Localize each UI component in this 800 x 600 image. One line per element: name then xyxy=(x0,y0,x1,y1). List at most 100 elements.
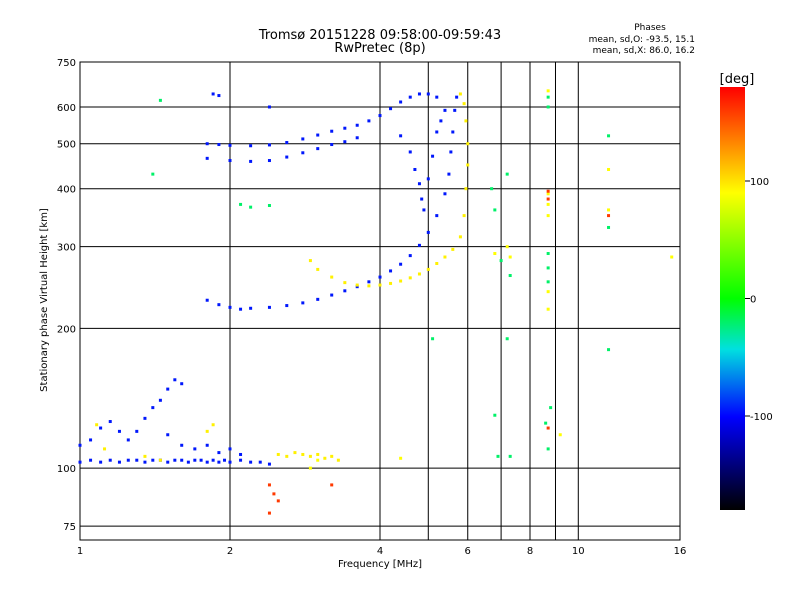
echo-point xyxy=(108,420,112,424)
echo-point xyxy=(417,243,421,247)
colorbar-tick-label: 100 xyxy=(750,177,769,188)
echo-point xyxy=(217,451,221,455)
echo-point xyxy=(435,95,439,99)
colorbar-tick-label: -100 xyxy=(750,412,773,423)
echo-point xyxy=(399,100,403,104)
echo-point xyxy=(546,202,550,206)
chart-title: Tromsø 20151228 09:58:00-09:59:43 xyxy=(258,28,501,43)
echo-point xyxy=(249,205,253,209)
echo-point xyxy=(443,108,447,112)
echo-point xyxy=(546,192,550,196)
echo-point xyxy=(166,387,170,391)
echo-point xyxy=(426,267,430,271)
phases-heading: Phases xyxy=(634,23,666,33)
echo-point xyxy=(420,197,424,201)
echo-point xyxy=(103,447,107,451)
echo-point xyxy=(330,454,334,458)
y-tick-label: 200 xyxy=(57,324,76,335)
echo-point xyxy=(323,456,327,460)
echo-point xyxy=(239,202,243,206)
chart-subtitle: RwPretec (8p) xyxy=(334,41,425,56)
echo-point xyxy=(399,134,403,138)
phase-stats-x: mean, sd,X: 86.0, 16.2 xyxy=(593,46,695,56)
echo-point xyxy=(205,460,209,464)
echo-points xyxy=(78,89,674,515)
echo-point xyxy=(343,140,347,144)
echo-point xyxy=(462,102,466,106)
echo-point xyxy=(308,454,312,458)
echo-point xyxy=(205,298,209,302)
echo-point xyxy=(158,458,162,462)
echo-point xyxy=(343,281,347,285)
echo-point xyxy=(330,129,334,133)
echo-point xyxy=(108,458,112,462)
echo-point xyxy=(217,460,221,464)
echo-point xyxy=(336,458,340,462)
echo-point xyxy=(316,147,320,151)
x-axis-ticks: 1 2 4 6 8 10 16 xyxy=(77,546,687,557)
grid-lines xyxy=(80,61,680,540)
echo-point xyxy=(426,230,430,234)
echo-point xyxy=(89,438,93,442)
y-tick-label: 750 xyxy=(57,58,76,69)
echo-point xyxy=(316,297,320,301)
echo-point xyxy=(464,119,468,123)
echo-point xyxy=(431,337,435,341)
echo-point xyxy=(546,197,550,201)
echo-point xyxy=(301,452,305,456)
echo-point xyxy=(389,281,393,285)
echo-point xyxy=(151,406,155,410)
echo-point xyxy=(447,172,451,176)
y-tick-label: 400 xyxy=(57,185,76,196)
echo-point xyxy=(228,460,232,464)
echo-point xyxy=(435,261,439,265)
echo-point xyxy=(180,382,184,386)
echo-point xyxy=(493,208,497,212)
echo-point xyxy=(443,192,447,196)
echo-point xyxy=(158,398,162,402)
echo-point xyxy=(166,433,170,437)
echo-point xyxy=(249,460,253,464)
echo-point xyxy=(466,142,470,146)
colorbar-tick-label: 0 xyxy=(750,295,756,306)
echo-point xyxy=(293,451,297,455)
echo-point xyxy=(449,150,453,154)
echo-point xyxy=(228,305,232,309)
echo-point xyxy=(117,429,121,433)
echo-point xyxy=(546,189,550,193)
echo-point xyxy=(180,443,184,447)
echo-point xyxy=(99,460,103,464)
y-tick-label: 500 xyxy=(57,140,76,151)
echo-point xyxy=(301,151,305,155)
x-tick-label: 4 xyxy=(377,546,383,557)
echo-point xyxy=(143,416,147,420)
echo-point xyxy=(355,283,359,287)
echo-point xyxy=(78,460,82,464)
echo-point xyxy=(330,293,334,297)
echo-point xyxy=(493,252,497,256)
echo-point xyxy=(267,305,271,309)
x-tick-label: 8 xyxy=(527,546,533,557)
echo-point xyxy=(99,426,103,430)
echo-point xyxy=(249,144,253,148)
echo-point xyxy=(546,214,550,218)
echo-point xyxy=(249,159,253,163)
echo-point xyxy=(389,269,393,273)
echo-point xyxy=(95,423,99,427)
echo-point xyxy=(267,143,271,147)
echo-point xyxy=(228,447,232,451)
echo-point xyxy=(89,458,93,462)
phase-stats-o: mean, sd,O: -93.5, 15.1 xyxy=(589,35,695,45)
echo-point xyxy=(458,235,462,239)
echo-point xyxy=(546,105,550,109)
echo-point xyxy=(276,452,280,456)
echo-point xyxy=(173,458,177,462)
echo-point xyxy=(117,460,121,464)
echo-point xyxy=(285,141,289,145)
echo-point xyxy=(546,252,550,256)
echo-point xyxy=(267,204,271,208)
echo-point xyxy=(408,276,412,280)
echo-point xyxy=(199,458,203,462)
echo-point xyxy=(466,163,470,167)
echo-point xyxy=(180,458,184,462)
